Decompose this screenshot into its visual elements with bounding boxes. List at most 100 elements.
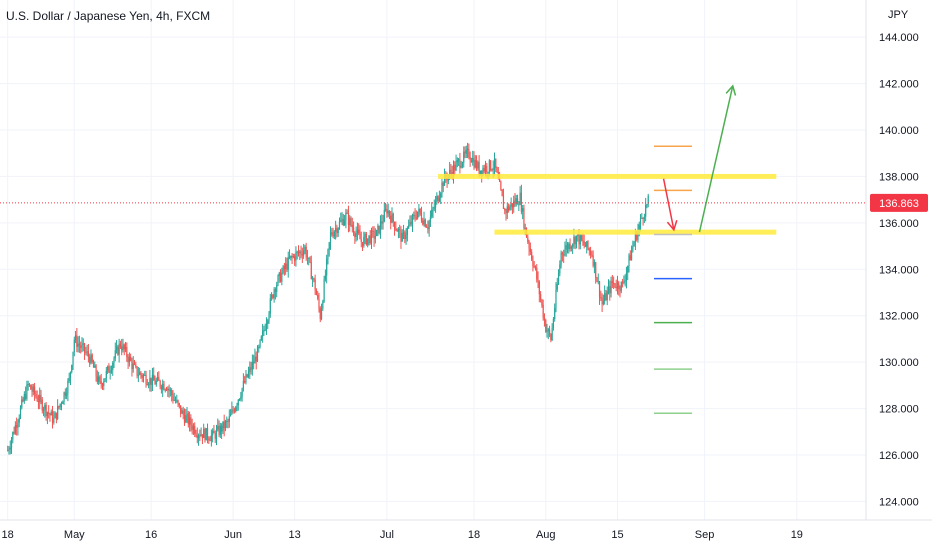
candle-body [509, 206, 511, 211]
candle-body [270, 294, 273, 299]
candle-body [514, 200, 516, 204]
candle-body [191, 425, 193, 430]
candle-body [333, 231, 335, 237]
candle-body [579, 235, 581, 245]
candle-body [228, 416, 230, 422]
candle-body [460, 166, 462, 168]
candle-body [565, 245, 567, 250]
y-tick-label: 132.000 [879, 311, 919, 323]
currency-unit: JPY [888, 9, 909, 21]
candle-body [112, 362, 114, 370]
candle-body [374, 235, 376, 239]
x-axis[interactable]: 18 May 16 Jun 13 Jul 18 Aug 15 Sep 19 [2, 529, 803, 541]
candle-body [381, 221, 383, 224]
candle-body [9, 447, 11, 450]
candle-body [569, 243, 571, 249]
candle-body [607, 286, 610, 292]
candle-body [21, 399, 23, 408]
candle-body [46, 412, 48, 417]
candle-body [74, 335, 77, 340]
candle-body [66, 393, 68, 396]
x-tick-label: May [64, 529, 85, 541]
candle-body [26, 384, 28, 399]
candle-body [85, 352, 87, 354]
candle-body [213, 430, 215, 434]
candle-body [214, 433, 216, 439]
candle-body [108, 366, 110, 373]
candle-body [262, 330, 264, 337]
candle-body [639, 217, 642, 225]
candle-body [41, 399, 43, 411]
y-tick-label: 142.000 [879, 79, 919, 91]
candle-body [32, 386, 34, 392]
candle-body [83, 343, 86, 353]
candle-body [72, 351, 74, 366]
candle-body [265, 323, 268, 330]
candle-body [355, 233, 357, 237]
candle-body [123, 344, 125, 350]
candle-body [305, 246, 307, 258]
candle-body [169, 390, 171, 392]
candle-body [647, 195, 649, 205]
candle-body [182, 410, 184, 415]
candle-body [25, 394, 27, 399]
candle-body [437, 196, 439, 202]
candle-body [104, 378, 106, 382]
candle-body [200, 434, 202, 436]
candle-body [531, 251, 533, 260]
candle-body [180, 405, 182, 414]
y-tick-label: 144.000 [879, 32, 919, 44]
candle-body [95, 365, 97, 377]
candle-body [187, 413, 189, 425]
candle-body [27, 384, 29, 386]
candle-body [329, 232, 332, 243]
x-tick-label: 16 [145, 529, 157, 541]
candle-body [167, 388, 169, 391]
candle-body [500, 182, 502, 190]
candle-body [488, 160, 490, 173]
candle-body [206, 428, 209, 439]
candle-body [10, 439, 13, 448]
candle-body [584, 245, 587, 247]
candle-body [588, 248, 590, 251]
candle-body [552, 319, 555, 328]
candle-body [557, 273, 560, 285]
candle-body [616, 282, 619, 289]
candle-body [131, 360, 133, 370]
candle-body [625, 272, 628, 281]
candle-body [105, 370, 107, 379]
candle-body [490, 160, 492, 171]
x-tick-label: Jun [224, 529, 242, 541]
candle-body [301, 253, 303, 256]
candle-body [533, 266, 535, 268]
candle-body [203, 429, 205, 439]
candle-body [358, 229, 360, 234]
candle-body [160, 386, 163, 390]
candle-body [254, 356, 256, 364]
candle-body [483, 168, 485, 172]
candle-body [19, 407, 22, 418]
candle-body [150, 377, 152, 385]
y-tick-label: 128.000 [879, 404, 919, 416]
candle-body [130, 356, 132, 361]
candle-body [598, 281, 601, 298]
candle-body [110, 369, 113, 372]
candle-body [256, 347, 259, 362]
candle-body [101, 384, 104, 387]
candle-body [155, 380, 157, 385]
candle-body [64, 392, 66, 396]
grid-lines [0, 0, 866, 520]
candle-body [146, 384, 148, 386]
candle-body [546, 331, 548, 333]
candle-body [115, 346, 118, 351]
candle-body [463, 151, 465, 163]
candle-body [86, 351, 88, 353]
candle-body [42, 409, 45, 411]
candle-body [441, 182, 443, 194]
candle-body [156, 376, 159, 381]
drawings [438, 84, 777, 414]
candle-body [492, 168, 494, 171]
candle-body [37, 400, 40, 403]
y-axis[interactable]: 124.000 126.000 128.000 130.000 132.000 134.0… [879, 32, 919, 508]
